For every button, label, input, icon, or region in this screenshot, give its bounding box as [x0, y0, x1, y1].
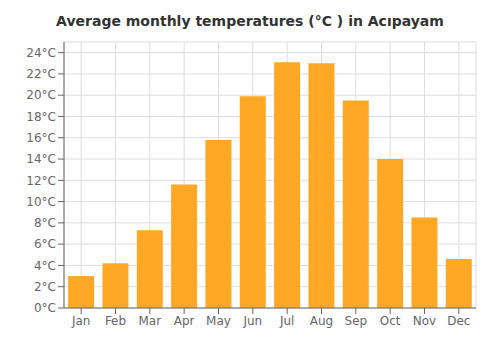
svg-text:Jan: Jan — [71, 314, 91, 328]
svg-text:Oct: Oct — [380, 314, 401, 328]
svg-text:Nov: Nov — [413, 314, 436, 328]
svg-text:Jun: Jun — [242, 314, 262, 328]
svg-text:18°C: 18°C — [26, 110, 56, 124]
svg-text:24°C: 24°C — [26, 46, 56, 60]
svg-text:May: May — [206, 314, 231, 328]
svg-text:12°C: 12°C — [26, 174, 56, 188]
svg-text:Mar: Mar — [139, 314, 162, 328]
svg-text:Apr: Apr — [174, 314, 195, 328]
svg-text:14°C: 14°C — [26, 152, 56, 166]
svg-text:8°C: 8°C — [34, 216, 56, 230]
svg-text:2°C: 2°C — [34, 280, 56, 294]
svg-text:20°C: 20°C — [26, 88, 56, 102]
svg-text:Sep: Sep — [345, 314, 368, 328]
svg-text:16°C: 16°C — [26, 131, 56, 145]
svg-text:6°C: 6°C — [34, 237, 56, 251]
svg-text:Dec: Dec — [447, 314, 470, 328]
svg-text:Jul: Jul — [279, 314, 294, 328]
html-text:Average monthly temperatures (: Average monthly temperatures (°C ) in Ac… — [56, 13, 444, 29]
svg-text:10°C: 10°C — [26, 195, 56, 209]
svg-text:0°C: 0°C — [34, 301, 56, 315]
svg-text:22°C: 22°C — [26, 67, 56, 81]
svg-text:4°C: 4°C — [34, 259, 56, 273]
svg-text:Feb: Feb — [105, 314, 126, 328]
svg-text:Aug: Aug — [310, 314, 333, 328]
